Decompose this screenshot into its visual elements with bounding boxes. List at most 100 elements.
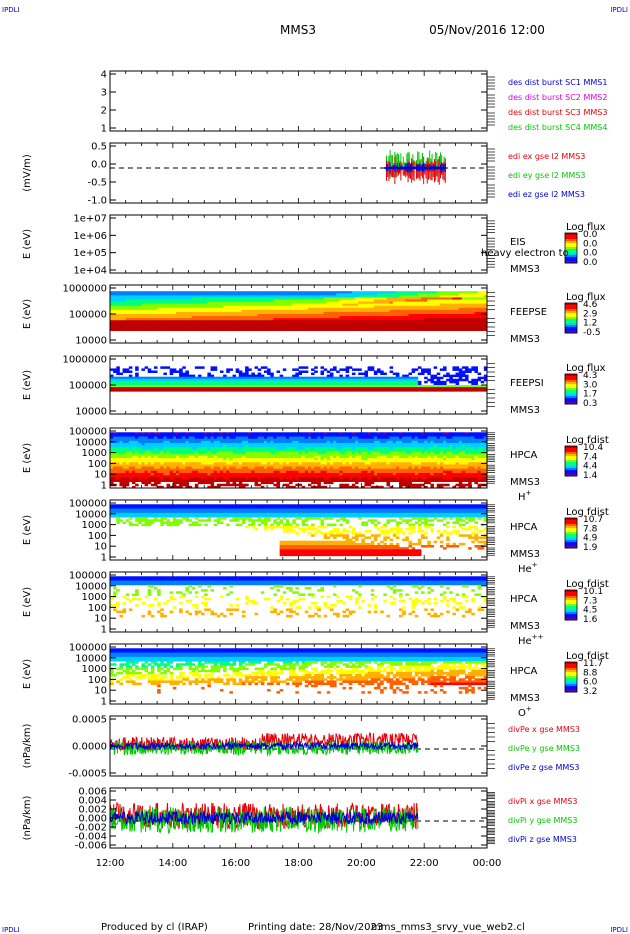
spectrogram-cell [317, 305, 321, 309]
spectrogram-cell [389, 385, 394, 388]
spectrogram-cell [219, 291, 224, 294]
spectrogram-cell [213, 320, 218, 323]
spectrogram-cell [339, 293, 343, 296]
spectrogram-cell [210, 311, 215, 315]
spectrogram-cell [430, 320, 434, 323]
spectrogram-cell [232, 473, 237, 476]
spectrogram-cell [226, 462, 230, 465]
spectrogram-cell [373, 372, 378, 376]
spectrogram-cell [336, 328, 340, 331]
spectrogram-cell [373, 297, 378, 300]
colorbar-cell [565, 241, 577, 244]
spectrogram-cell [474, 378, 478, 382]
spectrogram-cell [355, 291, 359, 294]
spectrogram-cell [314, 309, 318, 313]
spectrogram-cell [194, 314, 199, 317]
spectrogram-cell [229, 368, 233, 371]
spectrogram-cell [336, 387, 340, 390]
spectrogram-cell [402, 322, 406, 325]
spectrogram-cell [153, 324, 158, 327]
spectrogram-cell [169, 443, 174, 446]
spectrogram-cell [163, 447, 167, 450]
spectrogram-cell [377, 322, 381, 325]
spectrogram-cell [427, 303, 431, 307]
spectrogram-cell [465, 295, 469, 298]
spectrogram-cell [414, 307, 419, 311]
spectrogram-cell [430, 291, 434, 294]
spectrogram-cell [201, 318, 205, 321]
spectrogram-cell [336, 320, 340, 323]
spectrogram-cell [439, 311, 444, 315]
spectrogram-cell [232, 314, 237, 317]
spectrogram-cell [279, 291, 284, 294]
spectrogram-cell [417, 372, 422, 376]
spectrogram-cell [194, 485, 199, 489]
spectrogram-cell [122, 451, 127, 455]
spectrogram-cell [110, 291, 114, 294]
spectrogram-cell [207, 297, 211, 300]
spectrogram-cell [138, 291, 142, 294]
spectrogram-cell [405, 316, 409, 319]
spectrogram-cell [219, 387, 224, 390]
spectrogram-cell [383, 291, 387, 294]
spectrogram-cell [411, 385, 416, 388]
spectrogram-cell [276, 291, 281, 294]
spectrogram-cell [110, 449, 114, 452]
spectrogram-cell [421, 314, 425, 317]
spectrogram-cell [191, 453, 196, 457]
spectrogram-cell [157, 451, 161, 455]
spectrogram-cell [392, 387, 397, 390]
spectrogram-cell [446, 303, 450, 307]
spectrogram-cell [361, 291, 365, 294]
spectrogram-cell [204, 432, 208, 435]
spectrogram-cell [317, 316, 321, 319]
spectrogram-cell [185, 458, 189, 461]
spectrogram-cell [219, 295, 224, 298]
spectrogram-cell [144, 376, 149, 380]
spectrogram-cell [131, 445, 136, 448]
spectrogram-cell [251, 374, 255, 378]
spectrogram-cell [295, 324, 299, 327]
spectrogram-cell [408, 295, 412, 298]
spectrogram-cell [201, 434, 205, 437]
spectrogram-cell [116, 326, 120, 329]
spectrogram-cell [276, 378, 281, 382]
spectrogram-cell [443, 293, 447, 296]
spectrogram-cell [223, 316, 227, 319]
spectrogram-cell [113, 385, 117, 388]
spectrogram-cell [232, 328, 237, 331]
spectrogram-cell [241, 324, 246, 327]
spectrogram-cell [188, 389, 193, 392]
spectrogram-cell [458, 316, 463, 319]
spectrogram-cell [373, 305, 378, 309]
spectrogram-cell [248, 311, 252, 315]
spectrogram-cell [141, 311, 145, 315]
spectrogram-cell [169, 438, 174, 442]
spectrogram-cell [424, 370, 428, 373]
spectrogram-cell [373, 307, 378, 311]
spectrogram-cell [295, 320, 299, 323]
spectrogram-cell [216, 328, 221, 331]
spectrogram-cell [238, 303, 243, 307]
spectrogram-cell [113, 449, 117, 452]
spectrogram-cell [351, 382, 356, 386]
spectrogram-cell [144, 311, 149, 315]
spectrogram-cell [157, 455, 161, 459]
spectrogram-cell [433, 374, 438, 378]
spectrogram-cell [122, 455, 127, 459]
spectrogram-cell [276, 293, 281, 296]
spectrogram-cell [147, 326, 152, 329]
spectrogram-cell [141, 324, 145, 327]
colorbar-cell [565, 251, 577, 254]
spectrogram-cell [295, 387, 299, 390]
spectrogram-cell [166, 466, 171, 470]
spectrogram-cell [125, 291, 130, 294]
spectrogram-cell [383, 307, 387, 311]
spectrogram-cell [213, 299, 218, 302]
spectrogram-cell [377, 307, 381, 311]
spectrogram-cell [147, 385, 152, 388]
spectrogram-cell [389, 309, 394, 313]
spectrogram-cell [241, 316, 246, 319]
spectrogram-cell [182, 314, 186, 317]
spectrogram-cell [144, 458, 149, 461]
